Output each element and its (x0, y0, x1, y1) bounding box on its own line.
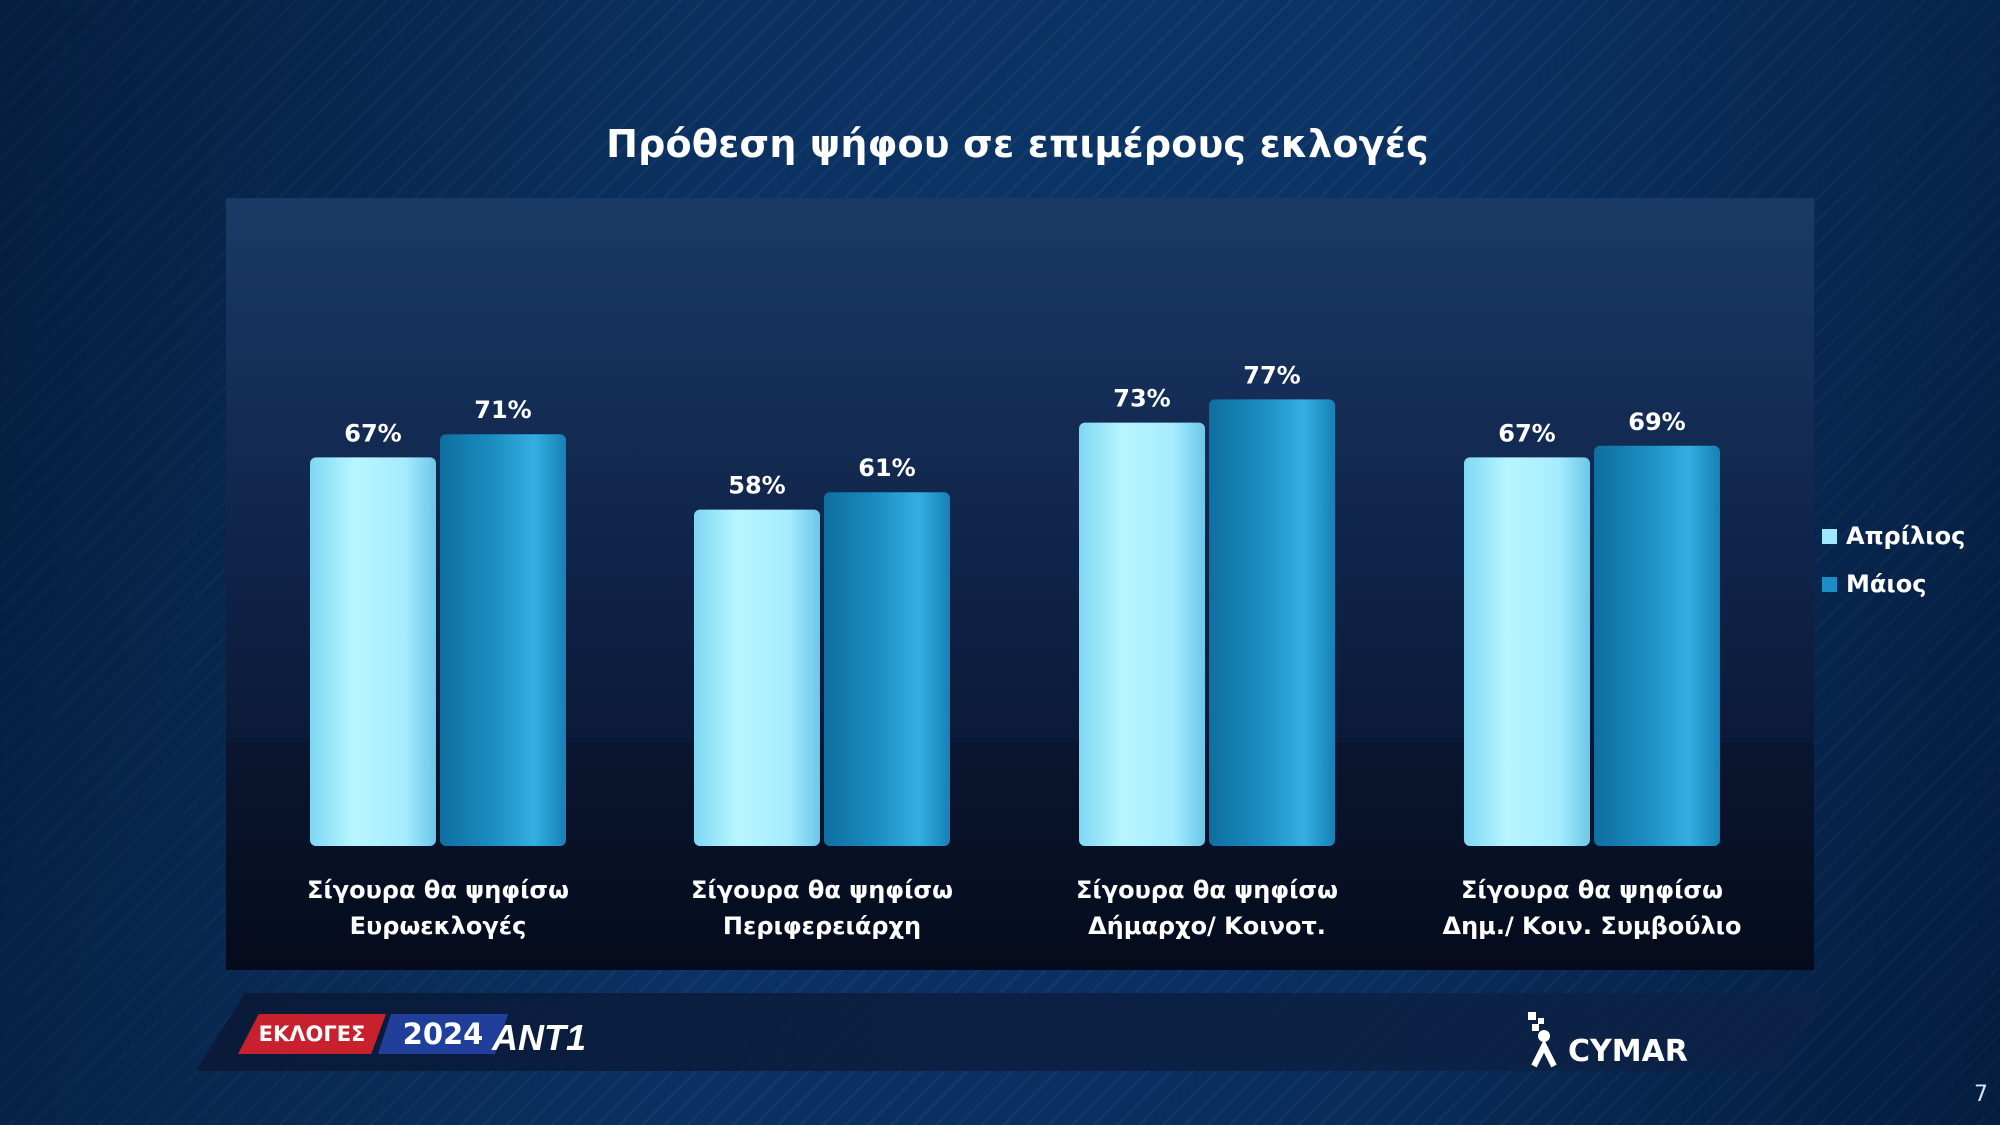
page-number: 7 (1974, 1082, 1988, 1107)
page-title: Πρόθεση ψήφου σε επιμέρους εκλογές (606, 122, 1429, 166)
elections-badge: ΕΚΛΟΓΕΣ (238, 1014, 386, 1054)
legend-swatch-may (1822, 576, 1837, 592)
data-label-april-0: 67% (344, 419, 401, 447)
data-label-may-0: 71% (474, 396, 531, 424)
data-label-may-3: 69% (1628, 408, 1685, 436)
chart-legend: Απρίλιος Μάιος (1822, 512, 1965, 608)
bar-may-2 (1209, 399, 1335, 846)
legend-item-april: Απρίλιος (1822, 512, 1965, 560)
data-label-april-2: 73% (1113, 385, 1170, 413)
legend-swatch-april (1822, 528, 1837, 544)
data-label-may-2: 77% (1243, 361, 1300, 389)
data-label-april-1: 58% (728, 472, 785, 500)
category-label-3-line-1: Δημ./ Κοιν. Συμβούλιο (1443, 912, 1742, 940)
legend-label-may: Μάιος (1846, 570, 1927, 598)
bar-april-2 (1079, 422, 1205, 846)
ant1-logo: ANT1 (491, 1017, 586, 1058)
category-label-1-line-1: Περιφερειάρχη (723, 912, 921, 940)
bar-may-1 (824, 492, 950, 846)
category-label-0-line-1: Ευρωεκλογές (350, 912, 527, 940)
legend-item-may: Μάιος (1822, 560, 1965, 608)
category-label-3-line-0: Σίγουρα θα ψηφίσω (1461, 876, 1723, 904)
bar-may-0 (440, 434, 566, 846)
bar-chart: 67% 71% Σίγουρα θα ψηφίσω Ευρωεκλογές 58% 61%… (307, 361, 1742, 940)
category-label-2-line-0: Σίγουρα θα ψηφίσω (1076, 876, 1338, 904)
cymar-logo-icon (1528, 1012, 1557, 1068)
category-label-2-line-1: Δήμαρχο/ Κοινοτ. (1088, 912, 1326, 940)
cymar-logo-text: CYMAR (1568, 1034, 1688, 1069)
year-badge: 2024 (378, 1014, 508, 1054)
legend-label-april: Απρίλιος (1846, 522, 1966, 550)
bar-may-3 (1594, 445, 1720, 846)
category-label-1-line-0: Σίγουρα θα ψηφίσω (691, 876, 953, 904)
bar-april-3 (1464, 457, 1590, 846)
category-label-0-line-0: Σίγουρα θα ψηφίσω (307, 876, 569, 904)
data-label-may-1: 61% (858, 454, 915, 482)
data-label-april-3: 67% (1498, 419, 1555, 447)
bar-april-0 (310, 457, 436, 846)
bar-april-1 (694, 509, 820, 846)
chart-panel: 67% 71% Σίγουρα θα ψηφίσω Ευρωεκλογές 58% 61%… (226, 198, 1814, 970)
ant1-logo-text: ANT1 (491, 1017, 586, 1058)
